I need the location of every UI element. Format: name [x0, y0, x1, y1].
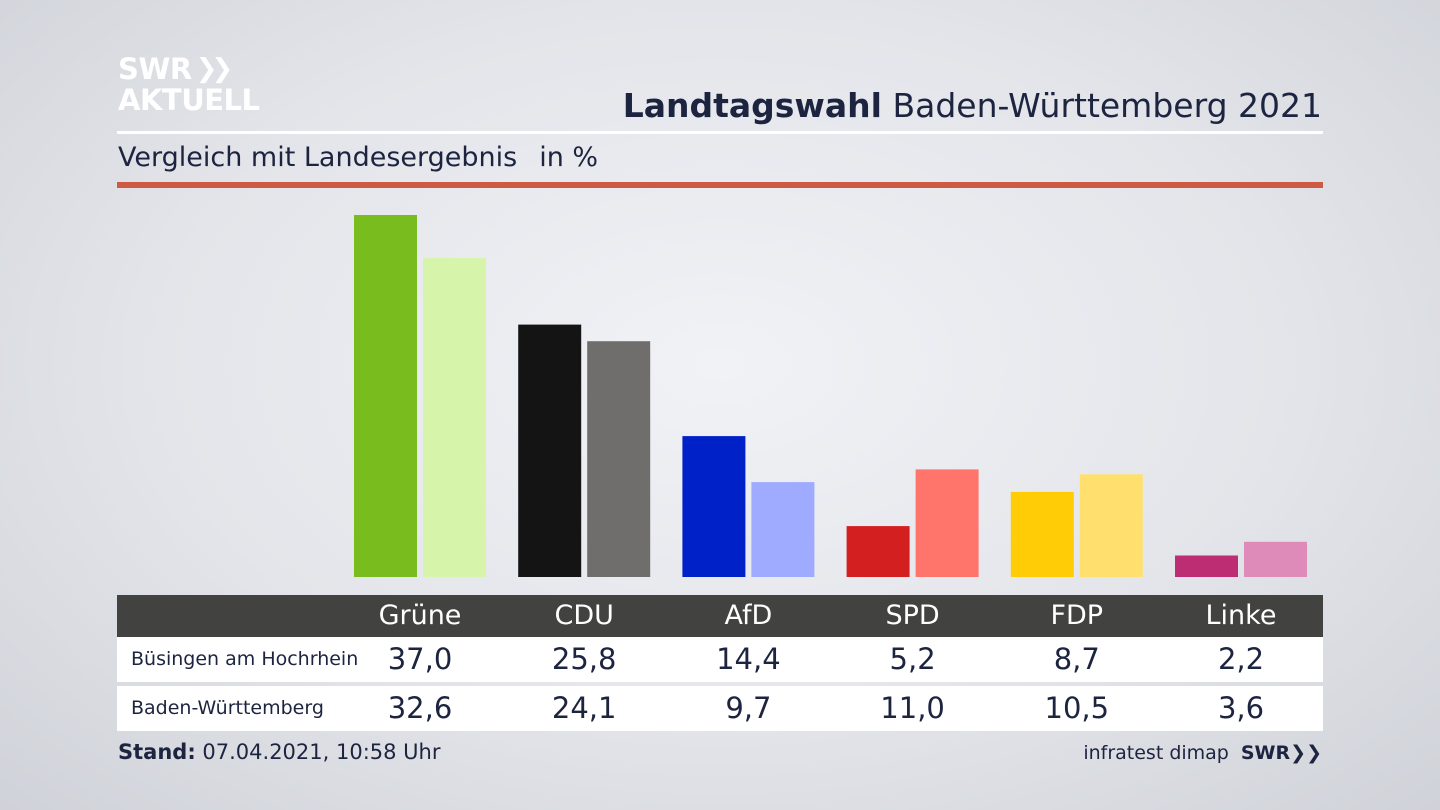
bar-spd-state: [915, 469, 979, 577]
accent-divider: [117, 182, 1323, 188]
table-row-busingen: Büsingen am Hochrhein 37,0 25,8 14,4 5,2 8,7…: [117, 637, 1323, 682]
bar-gr-ne-state: [423, 258, 486, 577]
category-label-afd: AfD: [724, 600, 773, 631]
bar-gr-ne-local: [354, 215, 417, 577]
value-fdp-local: 8,7: [1053, 642, 1100, 676]
bar-afd-local: [682, 436, 746, 577]
bar-fdp-state: [1079, 474, 1143, 577]
title-divider: [117, 131, 1323, 134]
double-chevron-icon: ❯❯: [195, 54, 233, 84]
row-label-busingen: Büsingen am Hochrhein: [131, 648, 359, 670]
unit-label: in %: [539, 142, 599, 173]
source-credit: infratest dimap SWR❯❯: [1083, 742, 1322, 764]
value-linke-state: 3,6: [1217, 691, 1265, 725]
table-row-bw: Baden-Württemberg 32,6 24,1 9,7 11,0 10,5 3,6: [117, 686, 1323, 731]
category-label-fdp: FDP: [1050, 600, 1104, 631]
row-label-bw: Baden-Württemberg: [131, 697, 324, 719]
category-label-linke: Linke: [1205, 600, 1277, 631]
subtitle-text: Vergleich mit Landesergebnis: [118, 142, 518, 173]
category-label-gr-ne: Grüne: [378, 600, 462, 631]
bar-linke-state: [1244, 541, 1307, 577]
bar-spd-local: [846, 526, 910, 577]
table-header: Grüne CDU AfD SPD FDP Linke: [117, 595, 1323, 637]
category-label-spd: SPD: [885, 600, 940, 631]
value-spd-state: 11,0: [880, 691, 945, 725]
value-linke-local: 2,2: [1217, 642, 1265, 676]
page-title: Landtagswahl Baden-Württemberg 2021: [623, 86, 1322, 125]
source-text: infratest dimap: [1083, 742, 1229, 764]
category-label-cdu: CDU: [554, 600, 614, 631]
logo-swr-text: SWR: [118, 52, 192, 86]
chart-subtitle: Vergleich mit Landesergebnis in %: [118, 142, 598, 173]
value-gr-ne-local: 37,0: [387, 642, 453, 676]
value-cdu-local: 25,8: [551, 642, 617, 676]
bar-linke-local: [1175, 555, 1238, 577]
source-swr-logo: SWR❯❯: [1240, 742, 1322, 764]
timestamp: Stand: 07.04.2021, 10:58 Uhr: [118, 740, 441, 764]
value-spd-local: 5,2: [889, 642, 936, 676]
bar-cdu-local: [518, 324, 582, 577]
value-fdp-state: 10,5: [1044, 691, 1110, 725]
timestamp-value: 07.04.2021, 10:58 Uhr: [195, 740, 441, 764]
logo-aktuell-text: AKTUELL: [118, 83, 260, 117]
title-bold: Landtagswahl: [622, 86, 882, 125]
value-afd-local: 14,4: [716, 642, 781, 676]
bar-fdp-local: [1010, 491, 1074, 577]
value-cdu-state: 24,1: [551, 691, 617, 725]
swr-aktuell-logo: SWR ❯❯ AKTUELL: [118, 54, 260, 116]
value-afd-state: 9,7: [725, 691, 772, 725]
value-gr-ne-state: 32,6: [387, 691, 453, 725]
timestamp-label: Stand:: [118, 740, 196, 764]
bar-cdu-state: [587, 341, 651, 577]
bar-afd-state: [751, 482, 815, 577]
title-rest: Baden-Württemberg 2021: [881, 86, 1322, 125]
